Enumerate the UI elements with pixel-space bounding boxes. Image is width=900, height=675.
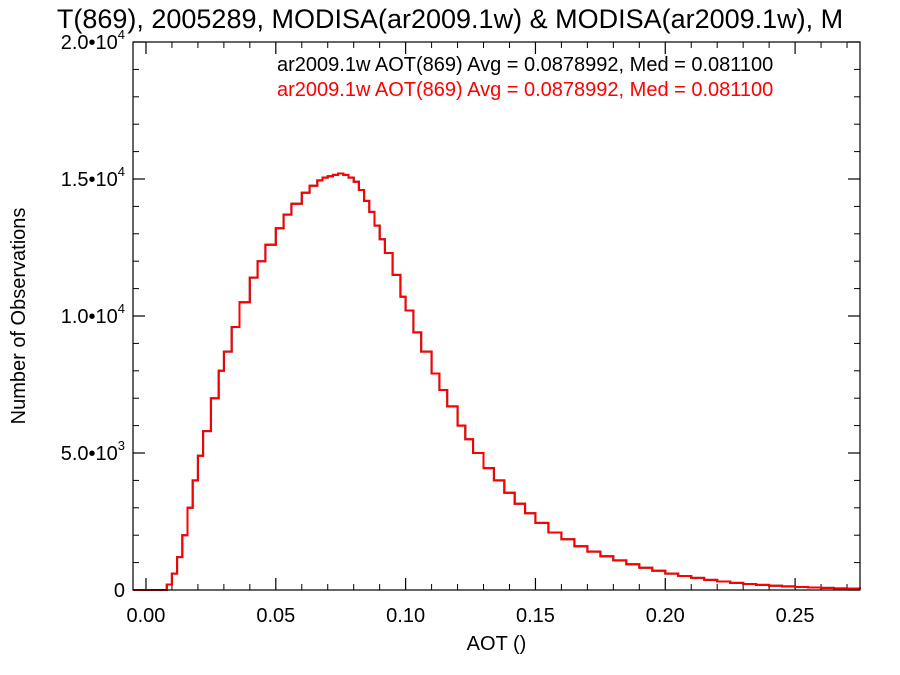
y-tick-label: 1.5•104 — [61, 164, 125, 191]
y-tick-label: 0 — [114, 580, 125, 602]
y-axis-label: Number of Observations — [8, 208, 30, 425]
y-tick-label: 2.0•104 — [61, 27, 125, 54]
x-tick-label: 0.05 — [256, 605, 295, 627]
x-tick-label: 0.20 — [646, 605, 685, 627]
legend: ar2009.1w AOT(869) Avg = 0.0878992, Med … — [277, 54, 773, 101]
x-tick-label: 0.00 — [127, 605, 166, 627]
series-line-red — [133, 172, 861, 591]
x-tick-label: 0.25 — [776, 605, 815, 627]
y-tick-label: 1.0•104 — [61, 301, 125, 328]
x-tick-label: 0.15 — [516, 605, 555, 627]
chart-title: T(869), 2005289, MODISA(ar2009.1w) & MOD… — [57, 4, 843, 34]
legend-entry: ar2009.1w AOT(869) Avg = 0.0878992, Med … — [277, 79, 773, 101]
series-line-black — [133, 172, 861, 591]
x-axis-label: AOT () — [467, 633, 527, 655]
series-lines — [133, 172, 861, 591]
x-tick-label: 0.10 — [386, 605, 425, 627]
x-axis-ticks: 0.00 0.05 0.10 0.15 0.20 0.25 — [127, 42, 848, 627]
legend-entry: ar2009.1w AOT(869) Avg = 0.0878992, Med … — [277, 54, 773, 76]
plot-frame — [132, 41, 861, 591]
y-tick-label: 5.0•103 — [61, 438, 125, 465]
y-axis-ticks: 0 5.0•103 1.0•104 1.5•104 2.0•104 — [61, 27, 860, 602]
